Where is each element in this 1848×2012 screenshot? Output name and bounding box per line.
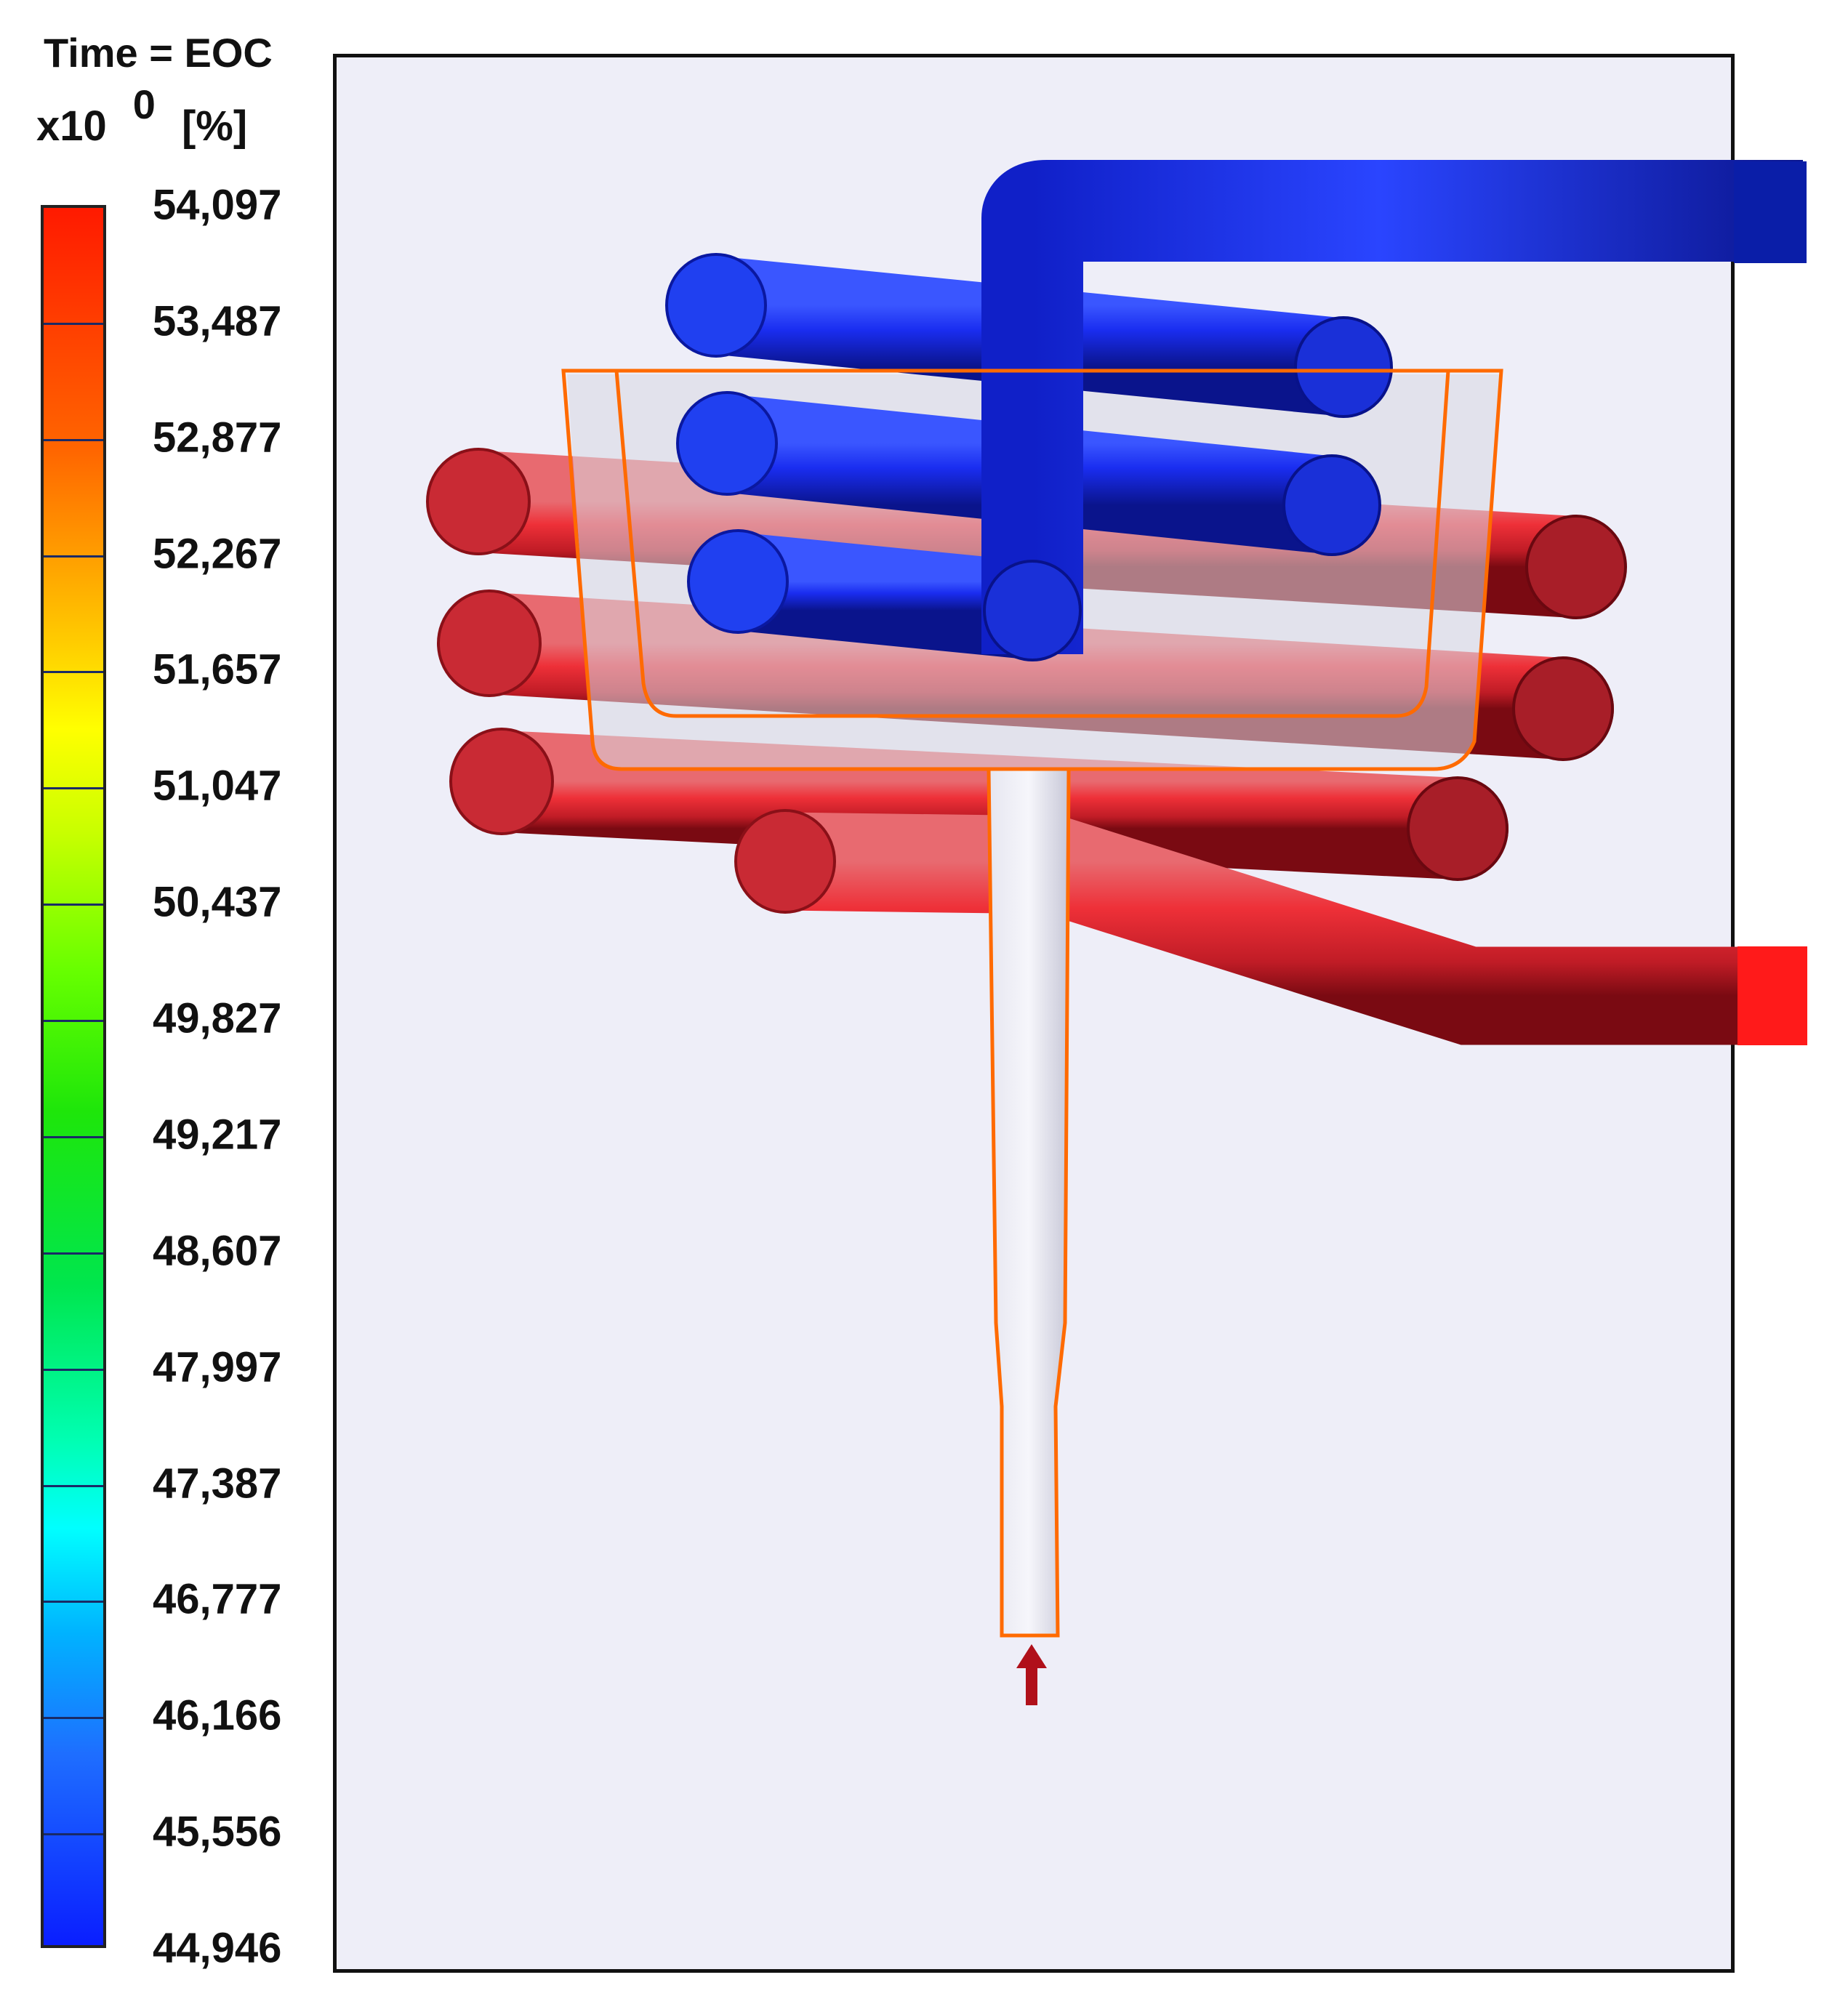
legend-unit: [%] xyxy=(181,102,248,150)
cold-inlet-pipe xyxy=(981,160,1803,654)
sprue xyxy=(989,770,1069,1635)
colorbar-divider xyxy=(44,1833,103,1836)
colorbar-tick-label: 44,946 xyxy=(153,1924,282,1972)
colorbar-tick-label: 46,777 xyxy=(153,1575,282,1623)
colorbar-tick-label: 47,997 xyxy=(153,1343,282,1391)
colorbar-tick-label: 51,047 xyxy=(153,762,282,810)
cold-outlet-face xyxy=(1734,161,1807,263)
colorbar-tick-label: 48,607 xyxy=(153,1227,282,1275)
legend-title: Time = EOC xyxy=(44,30,273,76)
legend-exponent: 0 xyxy=(132,81,156,127)
colorbar-tick-label: 54,097 xyxy=(153,181,282,229)
colorbar-divider xyxy=(44,555,103,558)
colorbar-divider xyxy=(44,1020,103,1023)
colorbar-tick-label: 45,556 xyxy=(153,1808,282,1856)
colorbar-tick-label: 52,267 xyxy=(153,530,282,578)
colorbar-divider xyxy=(44,1717,103,1720)
part-outline xyxy=(561,369,1503,1638)
colorbar-divider xyxy=(44,1135,103,1138)
colorbar-tick-label: 52,877 xyxy=(153,414,282,462)
colorbar-divider xyxy=(44,1252,103,1255)
colorbar-divider xyxy=(44,787,103,790)
colorbar-divider xyxy=(44,1368,103,1371)
colorbar-tick-label: 49,827 xyxy=(153,994,282,1042)
colorbar-divider xyxy=(44,1484,103,1487)
colorbar-tick-label: 51,657 xyxy=(153,645,282,693)
colorbar-divider xyxy=(44,1601,103,1603)
legend-unit-line: x10 0 [%] xyxy=(36,81,248,150)
colorbar-tick-label: 47,387 xyxy=(153,1460,282,1508)
colorbar xyxy=(41,205,106,1948)
colorbar-tick-label: 50,437 xyxy=(153,878,282,926)
colorbar-divider xyxy=(44,904,103,906)
colorbar-divider xyxy=(44,438,103,441)
colorbar-divider xyxy=(44,322,103,325)
legend-multiplier: x10 xyxy=(36,102,107,150)
hot-coil-ends xyxy=(426,448,1807,1045)
colorbar-divider xyxy=(44,671,103,674)
inlet-arrow xyxy=(1016,1644,1047,1705)
colorbar-tick-label: 53,487 xyxy=(153,297,282,345)
colorbar-tick-label: 49,217 xyxy=(153,1111,282,1159)
cold-coil-ends xyxy=(665,253,1393,634)
colorbar-tick-label: 46,166 xyxy=(153,1691,282,1739)
